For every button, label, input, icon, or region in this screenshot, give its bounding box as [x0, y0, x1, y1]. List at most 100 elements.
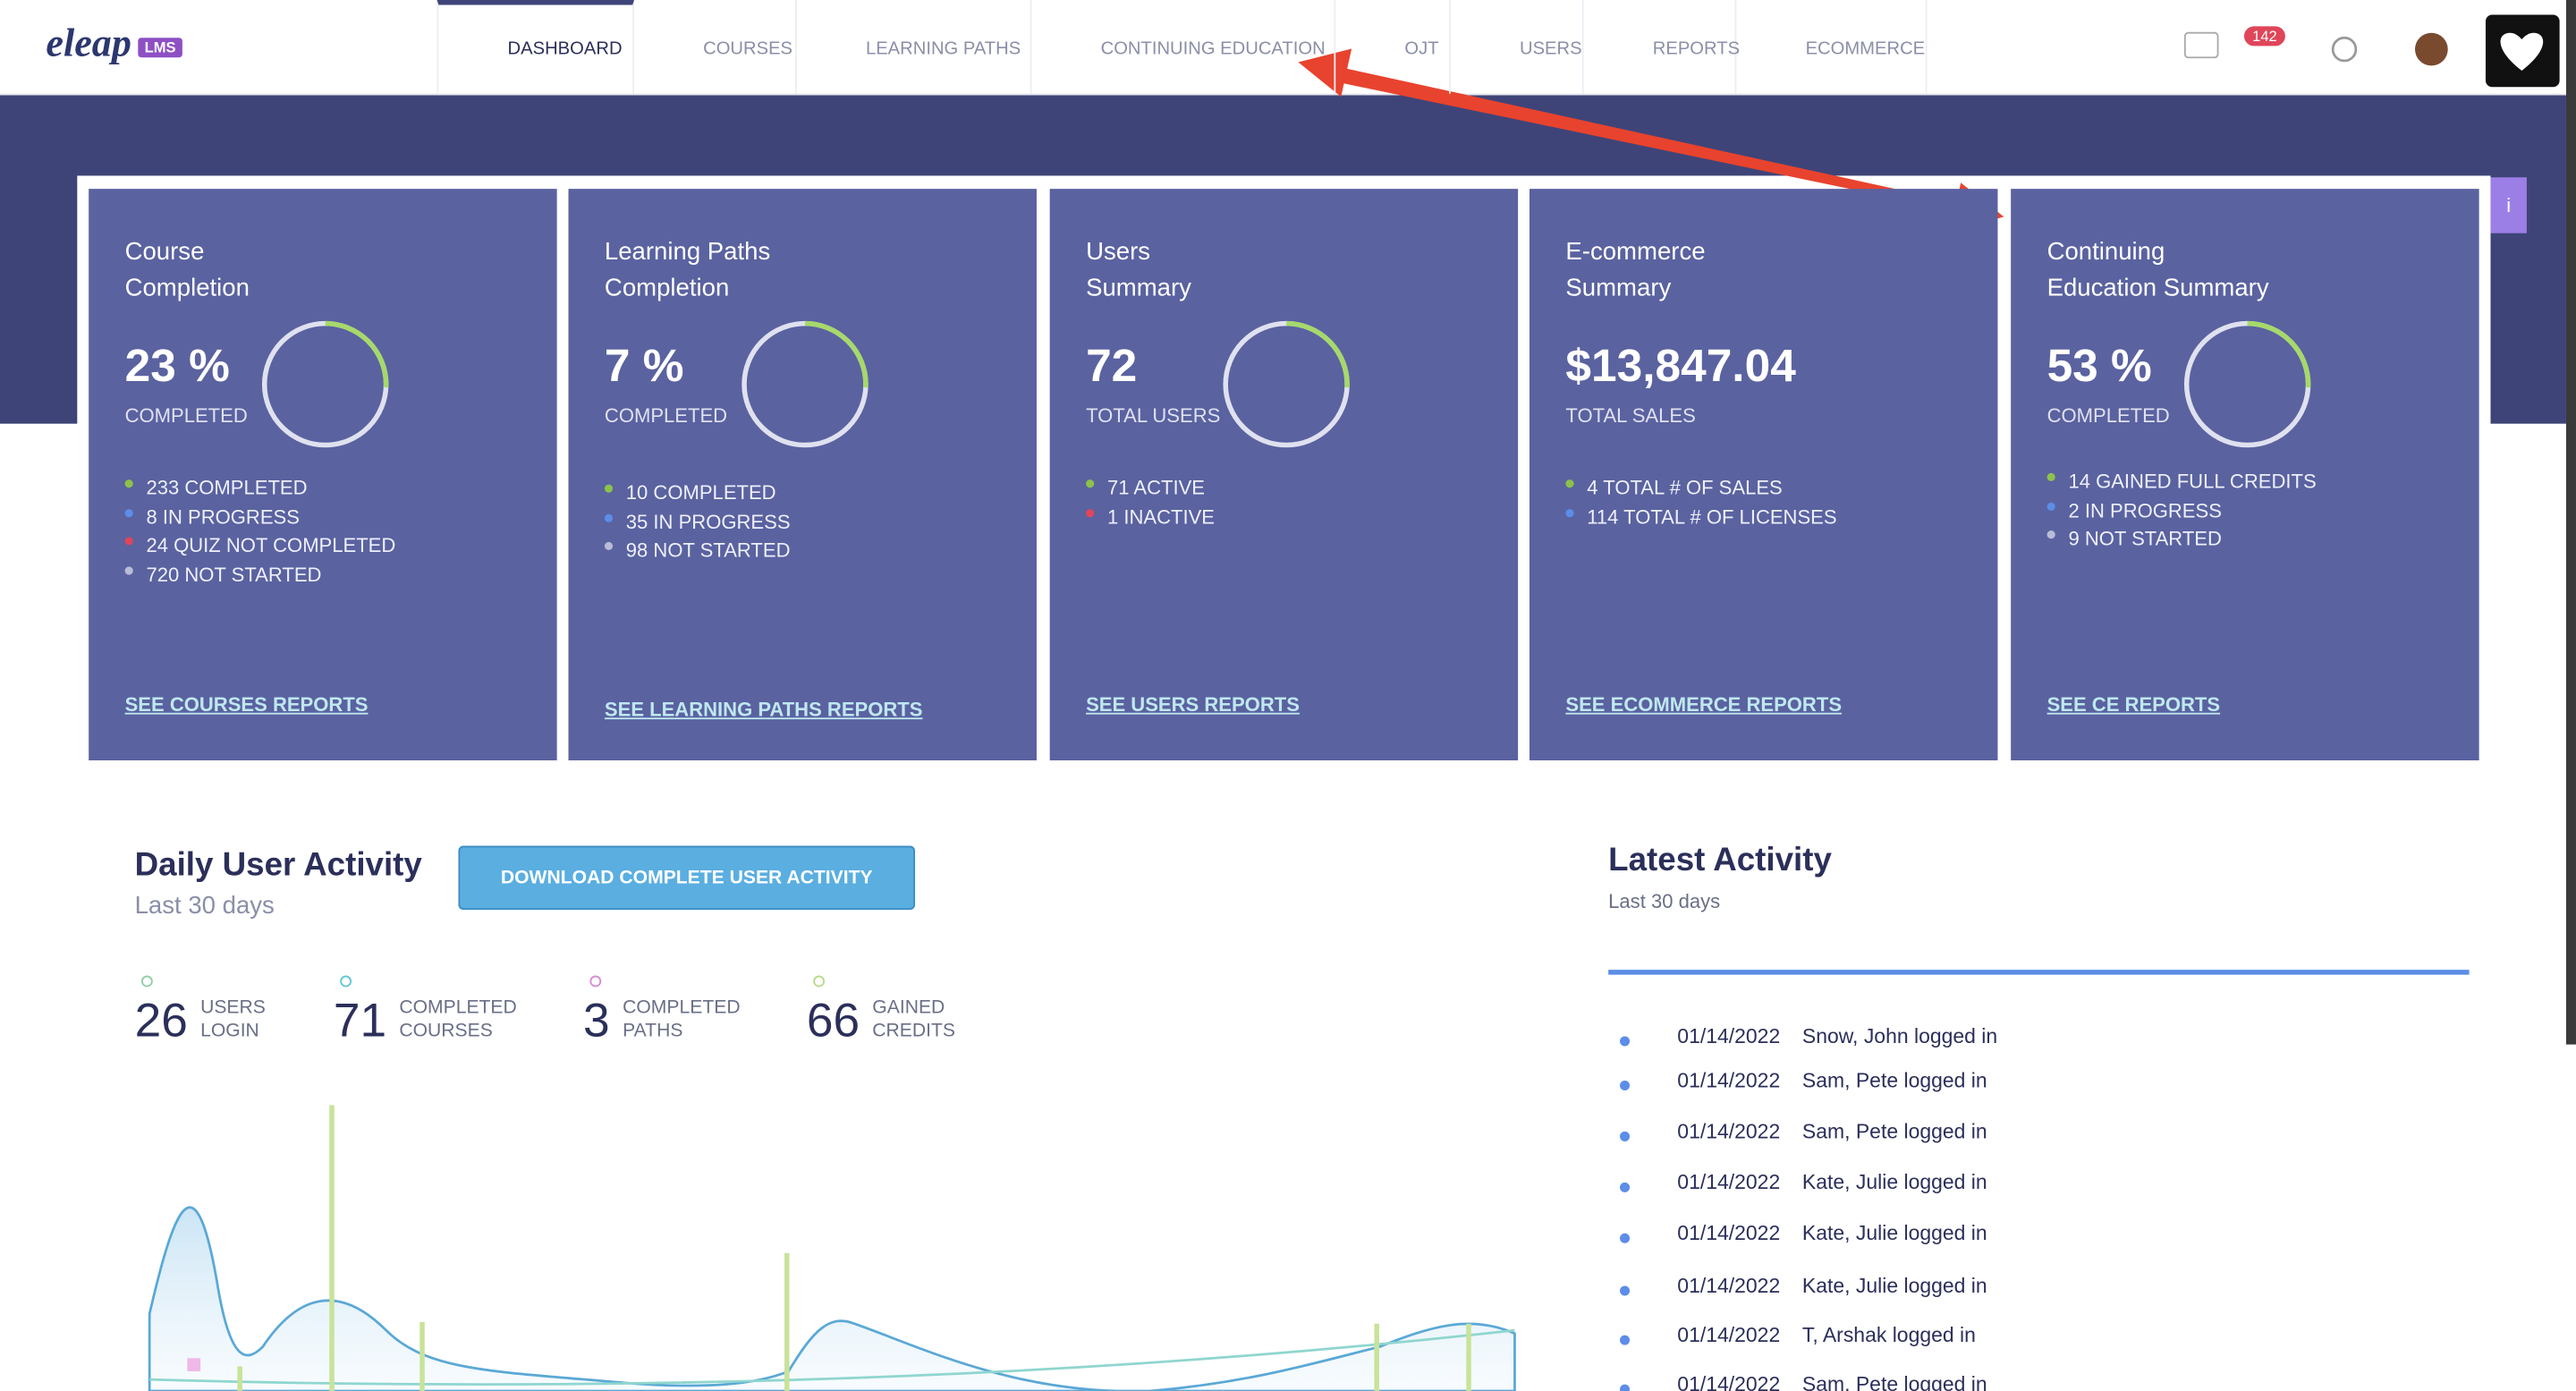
legend-item: 1 INACTIVE [1107, 505, 1215, 529]
activity-dot [1620, 1385, 1630, 1391]
legend-dot [605, 542, 613, 550]
nav-item[interactable]: ECOMMERCE [1736, 0, 1927, 94]
activity-date: 01/14/2022 [1677, 1222, 1780, 1245]
donut [1217, 315, 1355, 453]
activity-area [149, 1208, 1514, 1391]
legend-dot [2047, 530, 2055, 539]
card-title: Learning Paths [605, 238, 770, 266]
legend-dot [125, 479, 133, 488]
nav-item[interactable]: CONTINUING EDUCATION [1031, 0, 1335, 94]
legend-item: 35 IN PROGRESS [626, 510, 791, 533]
donut [2179, 315, 2317, 453]
section-title: Daily User Activity [135, 847, 422, 885]
activity-date: 01/14/2022 [1677, 1171, 1780, 1194]
nav-item[interactable]: USERS [1451, 0, 1584, 94]
nav-item[interactable]: OJT [1335, 0, 1451, 94]
activity-date: 01/14/2022 [1677, 1275, 1780, 1298]
activity-text: Sam, Pete logged in [1802, 1120, 1987, 1143]
download-button[interactable]: DOWNLOAD COMPLETE USER ACTIVITY [458, 845, 915, 910]
side-tab[interactable]: i [2490, 177, 2526, 233]
card-value: 23 % [125, 340, 230, 393]
donut [257, 315, 394, 453]
legend-item: 2 IN PROGRESS [2068, 498, 2221, 522]
activity-date: 01/14/2022 [1677, 1324, 1780, 1347]
section-subtitle: Last 30 days [135, 892, 275, 920]
legend-dot [1086, 479, 1094, 488]
card-title: E-commerce [1565, 238, 1705, 266]
card-value: 72 [1086, 340, 1137, 393]
card-link[interactable]: SEE LEARNING PATHS REPORTS [605, 698, 923, 721]
chat-icon[interactable] [2185, 33, 2218, 58]
activity-dot [1620, 1132, 1630, 1141]
legend-item: 71 ACTIVE [1107, 476, 1205, 499]
nav-item[interactable]: REPORTS [1584, 0, 1737, 94]
activity-text: Kate, Julie logged in [1802, 1275, 1987, 1298]
legend-dot [125, 508, 133, 516]
card-title: Education Summary [2047, 275, 2269, 302]
activity-text: Snow, John logged in [1802, 1025, 1997, 1048]
activity-dot [1620, 1081, 1630, 1090]
legend-item: 4 TOTAL # OF SALES [1587, 476, 1782, 499]
stat-value: 66 [807, 996, 860, 1050]
settings-icon[interactable] [2333, 38, 2356, 61]
legend-dot [605, 485, 613, 493]
activity-dot [1620, 1286, 1630, 1296]
activity-text: T, Arshak logged in [1802, 1324, 1976, 1347]
card-link[interactable]: SEE CE REPORTS [2047, 693, 2221, 717]
activity-text: Sam, Pete logged in [1802, 1069, 1987, 1092]
donut [736, 315, 874, 453]
legend-dot [605, 513, 613, 522]
stat-label: CREDITS [872, 1022, 955, 1041]
card-link[interactable]: SEE USERS REPORTS [1086, 693, 1300, 717]
activity-dot [1620, 1183, 1630, 1192]
legend-item: 9 NOT STARTED [2068, 527, 2221, 550]
card-title: Completion [125, 275, 250, 302]
stat-dot [340, 976, 352, 988]
logo: eleap [46, 23, 131, 68]
activity-date: 01/14/2022 [1677, 1120, 1780, 1143]
activity-date: 01/14/2022 [1677, 1025, 1780, 1048]
activity-date: 01/14/2022 [1677, 1069, 1780, 1092]
logo-badge: LMS [138, 38, 182, 57]
card-title: Summary [1086, 275, 1191, 302]
stat-dot [141, 976, 153, 988]
card-title: Continuing [2047, 238, 2165, 266]
card-title: Users [1086, 238, 1150, 266]
avatar[interactable] [2415, 33, 2448, 66]
card-value-label: TOTAL SALES [1565, 404, 1695, 428]
stat-label: COMPLETED [623, 998, 740, 1018]
legend-item: 114 TOTAL # OF LICENSES [1587, 505, 1836, 529]
activity-dot [1620, 1336, 1630, 1345]
legend-item: 8 IN PROGRESS [146, 505, 299, 529]
activity-dot [1620, 1234, 1630, 1243]
card-value: $13,847.04 [1565, 340, 1795, 393]
legend-dot [1565, 479, 1573, 488]
activity-marker [187, 1358, 200, 1371]
card-value: 53 % [2047, 340, 2152, 393]
legend-item: 98 NOT STARTED [626, 539, 791, 562]
activity-text: Kate, Julie logged in [1802, 1171, 1987, 1194]
card-value-label: COMPLETED [2047, 404, 2170, 428]
notification-badge[interactable]: 142 [2244, 26, 2285, 46]
card-link[interactable]: SEE COURSES REPORTS [125, 693, 369, 717]
nav-item[interactable]: COURSES [634, 0, 797, 94]
legend-dot [2047, 502, 2055, 510]
nav-item[interactable]: DASHBOARD [437, 0, 634, 94]
nav-item[interactable]: LEARNING PATHS [797, 0, 1032, 94]
legend-dot [1565, 508, 1573, 516]
card-title: Completion [605, 275, 729, 302]
stat-label: COMPLETED [399, 998, 516, 1018]
legend-item: 720 NOT STARTED [146, 563, 321, 586]
legend-dot [125, 565, 133, 573]
card-value: 7 % [605, 340, 684, 393]
stat-value: 71 [334, 996, 386, 1050]
card-link[interactable]: SEE ECOMMERCE REPORTS [1565, 693, 1842, 717]
legend-item: 14 GAINED FULL CREDITS [2068, 470, 2316, 493]
card-title: Course [125, 238, 205, 266]
card-value-label: COMPLETED [605, 404, 727, 428]
activity-text: Sam, Pete logged in [1802, 1373, 1987, 1391]
legend-item: 10 COMPLETED [626, 481, 776, 505]
stat-label: USERS [200, 998, 266, 1018]
